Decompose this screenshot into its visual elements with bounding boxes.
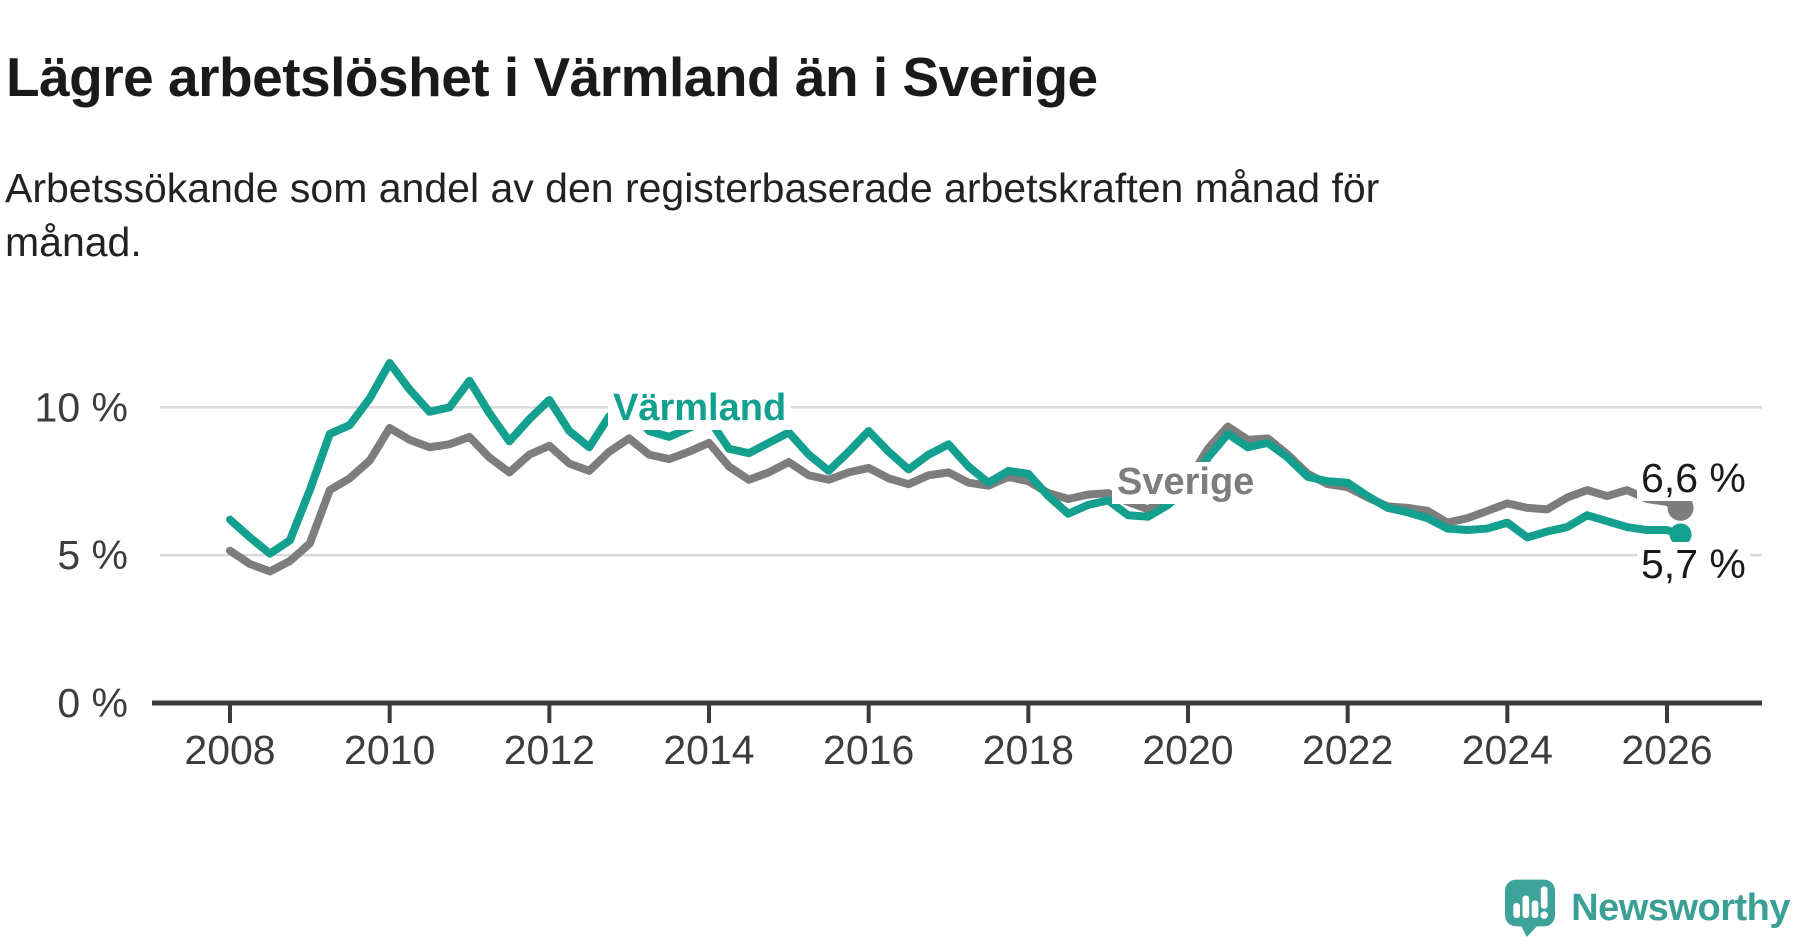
x-axis-tick-label: 2014 [663, 727, 754, 773]
x-axis-tick-label: 2016 [823, 727, 914, 773]
y-axis-tick-label: 10 % [35, 384, 128, 430]
series-end-dot-1 [1667, 494, 1694, 521]
x-axis-tick-label: 2022 [1302, 727, 1393, 773]
x-axis-tick-label: 2010 [344, 727, 435, 773]
series-end-dot-0 [1669, 523, 1692, 546]
series-label-sverige: Sverige [1112, 461, 1260, 504]
series-label-varmland: Värmland [608, 387, 792, 430]
end-value-label-varmland: 5,7 % [1637, 541, 1750, 588]
page-title: Lägre arbetslöshet i Värmland än i Sveri… [6, 45, 1098, 108]
newsworthy-logo: Newsworthy [1503, 878, 1790, 938]
x-axis-tick-label: 2024 [1462, 727, 1553, 773]
x-axis-tick-label: 2026 [1621, 727, 1712, 773]
bar-chart-speech-bubble-icon [1505, 879, 1556, 938]
end-value-label-sverige: 6,6 % [1637, 455, 1750, 502]
newsworthy-logo-text: Newsworthy [1571, 886, 1790, 929]
page-subtitle: Arbetssökande som andel av den registerb… [5, 165, 1380, 266]
x-axis-tick-label: 2012 [504, 727, 595, 773]
y-axis-tick-label: 5 % [57, 532, 128, 578]
y-axis-tick-label: 0 % [57, 680, 128, 726]
x-axis-tick-label: 2018 [983, 727, 1074, 773]
series-line-0 [226, 358, 1685, 558]
series-line-1 [226, 422, 1685, 576]
x-axis-tick-label: 2020 [1142, 727, 1233, 773]
x-axis-tick-label: 2008 [184, 727, 275, 773]
